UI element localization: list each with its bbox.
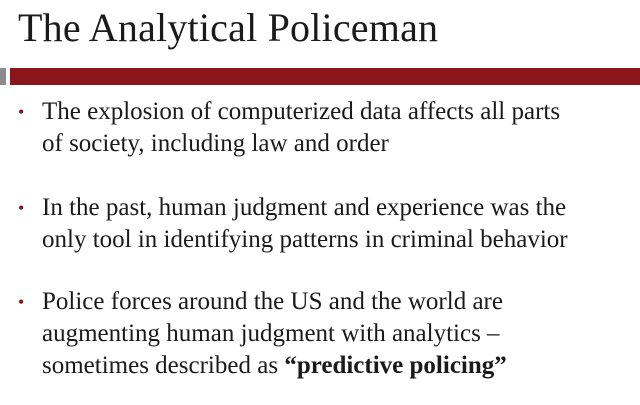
bullet-text: In the past, human judgment and experien… [42, 192, 634, 256]
bullet-text: The explosion of computerized data affec… [42, 96, 634, 160]
bullet-marker: • [18, 198, 25, 218]
bullet-marker: • [18, 292, 25, 312]
title-divider-bar [0, 68, 640, 85]
bullet-marker: • [18, 102, 25, 122]
slide-title: The Analytical Policeman [18, 5, 439, 50]
bullet-line: augmenting human judgment with analytics… [42, 320, 500, 347]
bullet-line-prefix: sometimes described as [42, 352, 285, 379]
bullet-line: only tool in identifying patterns in cri… [42, 226, 568, 253]
bullet-line: The explosion of computerized data affec… [42, 98, 561, 125]
emphasis-term: “predictive policing” [284, 352, 507, 379]
title-bar-accent [0, 68, 6, 85]
bullet-line: Police forces around the US and the worl… [42, 288, 503, 315]
title-bar-rule [10, 68, 640, 85]
bullet-line: of society, including law and order [42, 130, 389, 157]
bullet-text: Police forces around the US and the worl… [42, 286, 634, 382]
bullet-line: In the past, human judgment and experien… [42, 194, 567, 221]
bullet-line: sometimes described as “predictive polic… [42, 350, 634, 382]
